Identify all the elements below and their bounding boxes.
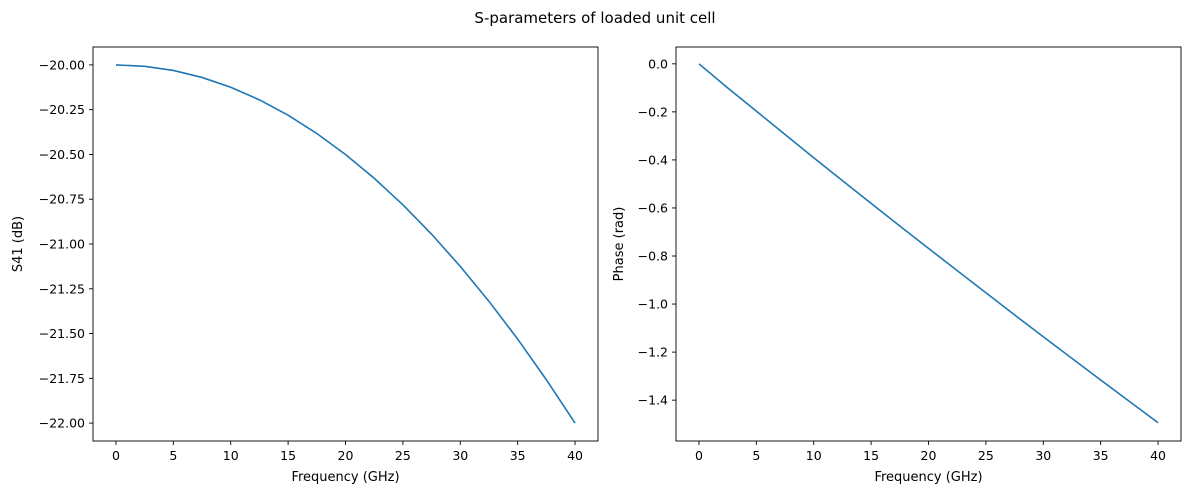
phase-x-tick-label: 40: [1150, 448, 1166, 463]
phase-y-tick-label: 0.0: [648, 56, 668, 71]
s41-y-tick-label: −21.50: [39, 326, 85, 341]
s41-x-axis-label: Frequency (GHz): [291, 470, 399, 485]
s41-x-tick-label: 0: [112, 448, 120, 463]
phase-series-line-0: [698, 63, 1159, 424]
s41-x-tick-label: 30: [452, 448, 468, 463]
phase-y-tick-label: −1.2: [638, 345, 668, 360]
s41-y-tick-label: −20.75: [39, 192, 85, 207]
phase-x-tick-label: 10: [806, 448, 822, 463]
s41-y-tick-label: −22.00: [39, 416, 85, 431]
s41-axes-frame: [92, 46, 599, 442]
s41-x-tick-label: 20: [338, 448, 354, 463]
s41-y-axis-label: S41 (dB): [11, 216, 26, 272]
phase-x-tick-label: 30: [1035, 448, 1051, 463]
s41-y-tick-label: −20.50: [39, 147, 85, 162]
phase-y-tick-label: −0.4: [638, 152, 668, 167]
phase-y-axis-label: Phase (rad): [612, 207, 627, 282]
phase-x-tick-label: 35: [1093, 448, 1109, 463]
phase-x-tick-label: 20: [921, 448, 937, 463]
phase-x-tick-label: 0: [695, 448, 703, 463]
s41-x-tick-label: 5: [169, 448, 177, 463]
s41-x-tick-label: 25: [395, 448, 411, 463]
phase-panel: 0 5 10 15 20 25 30 35 40 0.0 −0.2 −0.4 −0.6 −0.8 −1.0 −…: [612, 46, 1182, 485]
s41-x-tick-label: 35: [510, 448, 526, 463]
phase-y-tick-label: −0.2: [638, 104, 668, 119]
s41-series-line-0: [115, 64, 576, 424]
s41-y-tick-label: −20.25: [39, 102, 85, 117]
phase-x-tick-label: 15: [863, 448, 879, 463]
phase-x-tick-label: 25: [978, 448, 994, 463]
phase-y-tick-label: −1.4: [638, 393, 668, 408]
phase-y-tick-label: −0.8: [638, 249, 668, 264]
s41-y-tick-label: −20.00: [39, 57, 85, 72]
s41-magnitude-panel: 0 5 10 15 20 25 30 35 40 −20.00 −20.25 −20.50 −20.75…: [11, 46, 599, 485]
phase-x-axis-label: Frequency (GHz): [874, 470, 982, 485]
s41-x-tick-label: 40: [567, 448, 583, 463]
s41-x-tick-label: 10: [223, 448, 239, 463]
phase-y-tick-label: −1.0: [638, 297, 668, 312]
s41-x-tick-label: 15: [280, 448, 296, 463]
s41-y-tick-label: −21.75: [39, 371, 85, 386]
phase-axes-frame: [675, 46, 1182, 442]
figure-title: S-parameters of loaded unit cell: [474, 9, 715, 27]
s41-y-tick-label: −21.25: [39, 281, 85, 296]
phase-y-tick-label: −0.6: [638, 200, 668, 215]
s41-y-tick-label: −21.00: [39, 237, 85, 252]
phase-x-tick-label: 5: [752, 448, 760, 463]
